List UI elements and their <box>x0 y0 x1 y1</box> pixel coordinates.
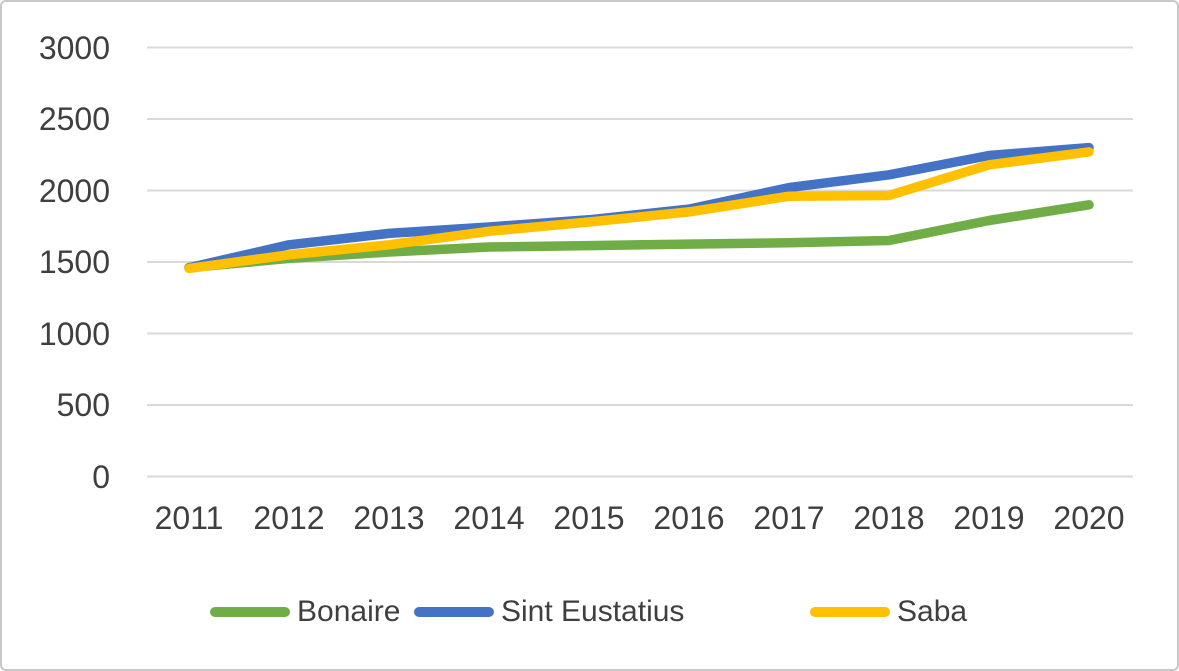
x-tick-label: 2016 <box>653 500 725 536</box>
x-tick-label: 2015 <box>553 500 625 536</box>
x-tick-label: 2012 <box>253 500 325 536</box>
legend-label-saba: Saba <box>897 595 968 628</box>
y-tick-label: 500 <box>56 387 110 423</box>
series-line-bonaire <box>184 200 1094 273</box>
legend-label-bonaire: Bonaire <box>297 595 401 628</box>
x-tick-label: 2014 <box>453 500 525 536</box>
legend-swatch-bonaire <box>210 607 290 617</box>
x-tick-label: 2019 <box>953 500 1025 536</box>
legend-item-sint-eustatius: Sint Eustatius <box>414 594 684 630</box>
legend-item-saba: Saba <box>810 594 967 630</box>
series-line-saba <box>184 147 1094 274</box>
legend-label-sint-eustatius: Sint Eustatius <box>501 595 685 628</box>
y-tick-label: 1000 <box>38 315 110 352</box>
y-tick-label: 0 <box>92 458 110 495</box>
x-tick-label: 2018 <box>853 500 925 536</box>
y-tick-label: 2000 <box>38 172 110 209</box>
y-tick-label: 3000 <box>38 29 110 66</box>
x-tick-label: 2020 <box>1053 500 1125 536</box>
legend-swatch-sint-eustatius <box>414 607 494 617</box>
x-tick-label: 2013 <box>353 500 425 536</box>
legend-swatch-saba <box>810 607 890 617</box>
y-tick-label: 1500 <box>38 244 110 280</box>
y-tick-label: 2500 <box>38 101 110 137</box>
x-tick-label: 2017 <box>753 500 825 536</box>
legend-item-bonaire: Bonaire <box>210 594 400 630</box>
x-tick-label: 2011 <box>154 500 224 536</box>
